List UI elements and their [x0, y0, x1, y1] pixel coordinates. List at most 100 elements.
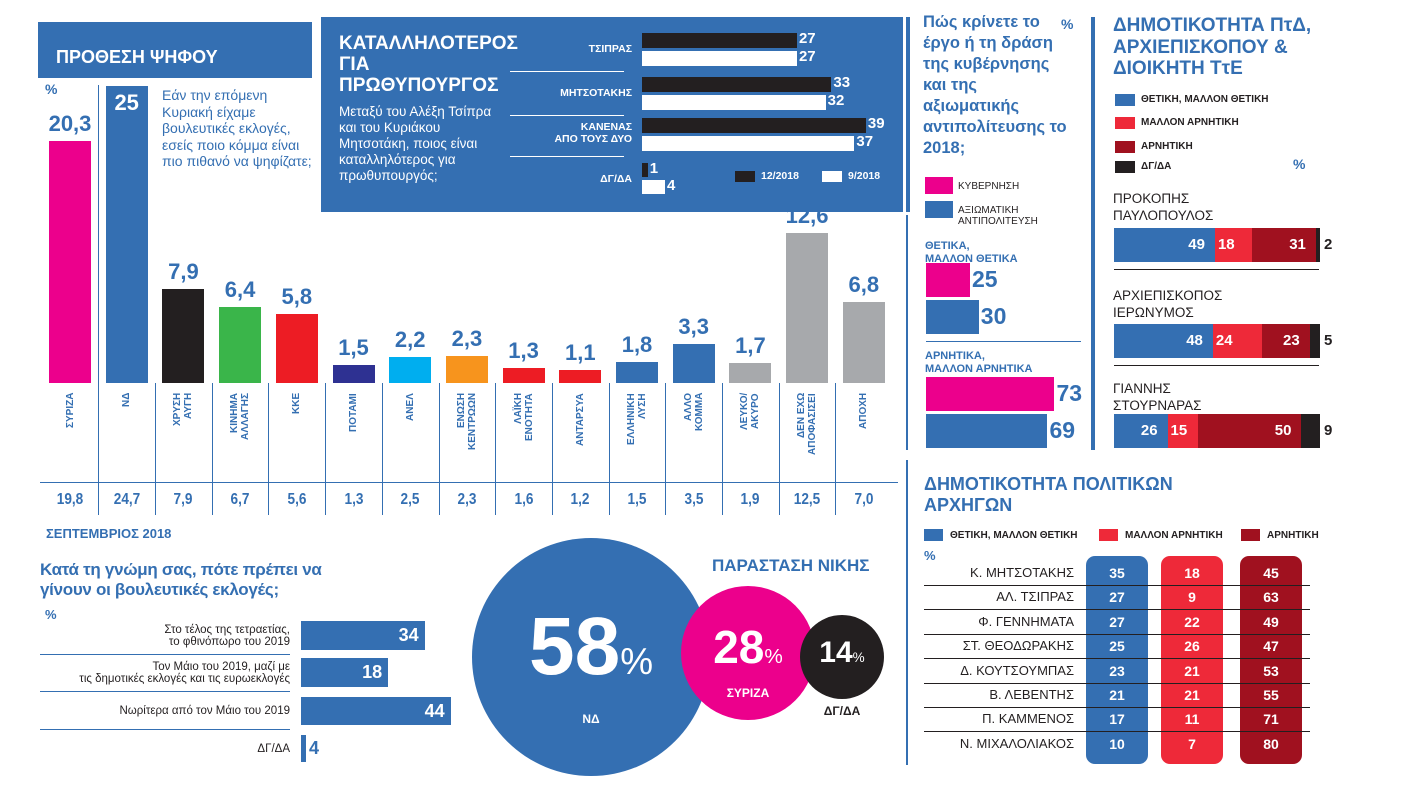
september-value: 5,6 — [287, 491, 307, 508]
inst-title: ΔΗΜΟΤΙΚΟΤΗΤΑ ΠτΔ, ΑΡΧΙΕΠΙΣΚΟΠΟΥ & ΔΙΟΙΚΗ… — [1113, 15, 1312, 79]
leader-name: ΑΛ. ΤΣΙΠΡΑΣ — [996, 589, 1074, 605]
vote-intention-question: Εάν την επόμενη Κυριακή είχαμε βουλευτικ… — [162, 87, 312, 169]
party-name: ΑΛΛΟ ΚΟΜΜΑ — [666, 393, 722, 485]
column-divider — [155, 383, 157, 515]
leader-row-divider — [924, 682, 1310, 684]
leader-value: 27 — [1109, 589, 1125, 606]
column-divider — [665, 383, 667, 515]
leader-name: Δ. ΚΟΥΤΣΟΥΜΠΑΣ — [960, 662, 1074, 678]
party-name-label: ΕΛΛΗΝΙΚΗ ΛΥΣΗ — [626, 393, 648, 445]
leader-value: 17 — [1109, 711, 1125, 728]
legend-label: ΘΕΤΙΚΗ, ΜΑΛΛΟΝ ΘΕΤΙΚΗ — [950, 530, 1078, 541]
column-divider — [835, 383, 837, 515]
leader-value: 80 — [1263, 735, 1279, 752]
pm-bar — [642, 163, 648, 177]
gov-title: Πώς κρίνετε το έργο ή τη δράση της κυβέρ… — [923, 13, 1067, 157]
elections-title: Κατά τη γνώμη σας, πότε πρέπει να γίνουν… — [40, 560, 322, 599]
column-divider — [211, 383, 213, 515]
leader-value: 21 — [1109, 687, 1125, 703]
vote-intention-unit: % — [45, 81, 58, 97]
vote-bar — [162, 288, 205, 383]
column-divider — [778, 383, 780, 515]
leader-value: 35 — [1109, 565, 1125, 581]
leader-value: 22 — [1184, 613, 1200, 630]
party-name-label: ΛΕΥΚΟ/ ΑΚΥΡΟ — [739, 393, 762, 431]
leader-row-divider — [924, 731, 1310, 733]
leader-value: 11 — [1184, 711, 1200, 728]
column-divider — [722, 383, 724, 515]
person-name: ΓΙΑΝΝΗΣ ΣΤΟΥΡΝΑΡΑΣ — [1113, 381, 1202, 413]
inst-segment-label: 48 — [1186, 332, 1203, 349]
leader-value: 10 — [1109, 735, 1125, 752]
vote-bar — [559, 369, 602, 383]
vote-bar — [105, 85, 148, 383]
inst-segment — [1114, 324, 1213, 358]
gov-bar — [926, 300, 979, 334]
vote-bar-label: 3,3 — [678, 313, 709, 339]
gov-bar-label: 25 — [972, 266, 998, 292]
elections-option: Νωρίτερα από τον Μάιο του 2019 — [119, 705, 290, 717]
leader-value: 25 — [1109, 638, 1125, 655]
leaders-title: ΔΗΜΟΤΙΚΟΤΗΤΑ ΠΟΛΙΤΙΚΩΝ ΑΡΧΗΓΩΝ — [924, 474, 1173, 515]
inst-segment-label: 18 — [1217, 236, 1235, 253]
inst-segment-label: 24 — [1215, 332, 1233, 349]
vote-bar — [729, 362, 772, 383]
gov-category: ΘΕΤΙΚΑ, ΜΑΛΛΟΝ ΘΕΤΙΚΑ — [925, 240, 1018, 265]
party-name: ΚΙΝΗΜΑ ΑΛΛΑΓΗΣ — [212, 393, 268, 485]
vote-bar — [786, 233, 829, 383]
party-name: ΕΝΩΣΗ ΚΕΝΤΡΩΩΝ — [439, 393, 495, 485]
legend-swatch — [1115, 94, 1135, 106]
party-name: ΛΑΪΚΗ ΕΝΟΤΗΤΑ — [496, 393, 552, 485]
inst-unit: % — [1293, 156, 1306, 172]
pm-bar — [642, 180, 665, 194]
pm-question: Μεταξύ του Αλέξη Τσίπρα και του Κυριάκου… — [339, 104, 492, 183]
vote-bar-label: 1,8 — [621, 331, 653, 357]
gov-bar — [926, 377, 1055, 411]
elections-bar — [301, 658, 389, 687]
column-divider — [495, 383, 497, 515]
gov-unit: % — [1061, 16, 1074, 32]
pm-bar-label: 1 — [649, 160, 659, 177]
gov-bar-label: 69 — [1049, 417, 1076, 443]
inst-segment — [1301, 414, 1320, 448]
percent-sign: % — [620, 641, 654, 683]
inst-segment-label: 26 — [1140, 422, 1158, 439]
legend-label: 9/2018 — [848, 170, 881, 182]
vote-intention-title: ΠΡΟΘΕΣΗ ΨΗΦΟΥ — [56, 47, 218, 67]
september-label: ΣΕΠΤΕΜΒΡΙΟΣ 2018 — [46, 526, 172, 541]
vote-bar-label: 6,4 — [224, 276, 256, 302]
september-value: 2,3 — [457, 491, 477, 508]
elections-bar — [301, 621, 425, 650]
party-name: ΣΥΡΙΖΑ — [42, 393, 98, 485]
party-name-label: ΑΛΛΟ ΚΟΜΜΑ — [682, 393, 705, 432]
vote-intention-header — [38, 22, 312, 78]
inst-segment-label: 15 — [1170, 422, 1188, 439]
elections-bar-label: 4 — [309, 738, 320, 758]
column-background — [1086, 556, 1148, 764]
vote-bar-label: 20,3 — [48, 111, 92, 137]
vote-bar — [275, 313, 318, 383]
legend-swatch — [1099, 529, 1118, 541]
gov-bar-label: 73 — [1056, 380, 1083, 406]
pm-bar-label: 27 — [798, 48, 816, 65]
party-name-label: ΔΕΝ ΕΧΩ ΑΠΟΦΑΣΙΣΕΙ — [796, 393, 819, 455]
vote-bar-label: 5,8 — [281, 283, 313, 309]
pm-bar — [642, 118, 866, 133]
leader-value: 9 — [1188, 589, 1196, 606]
pm-bar-label: 4 — [666, 177, 676, 194]
inst-segment-label: 49 — [1188, 236, 1205, 253]
elections-bar-label: 18 — [362, 662, 383, 682]
percent-sign: % — [852, 650, 865, 666]
september-value: 12,5 — [793, 491, 821, 508]
party-name: ΑΠΟΧΗ — [836, 393, 892, 485]
elections-bar — [301, 735, 306, 762]
party-name: ΠΟΤΑΜΙ — [326, 393, 382, 485]
september-value: 7,0 — [854, 491, 874, 508]
vote-bar-label: 1,5 — [338, 335, 369, 361]
inst-segment — [1114, 228, 1215, 262]
gov-category: ΑΡΝΗΤΙΚΑ, ΜΑΛΛΟΝ ΑΡΝΗΤΙΚΑ — [925, 350, 1033, 375]
vote-bar — [389, 356, 432, 383]
vote-bar — [219, 306, 262, 383]
vote-bar-label: 25 — [114, 89, 139, 115]
leader-row-divider — [924, 707, 1310, 708]
